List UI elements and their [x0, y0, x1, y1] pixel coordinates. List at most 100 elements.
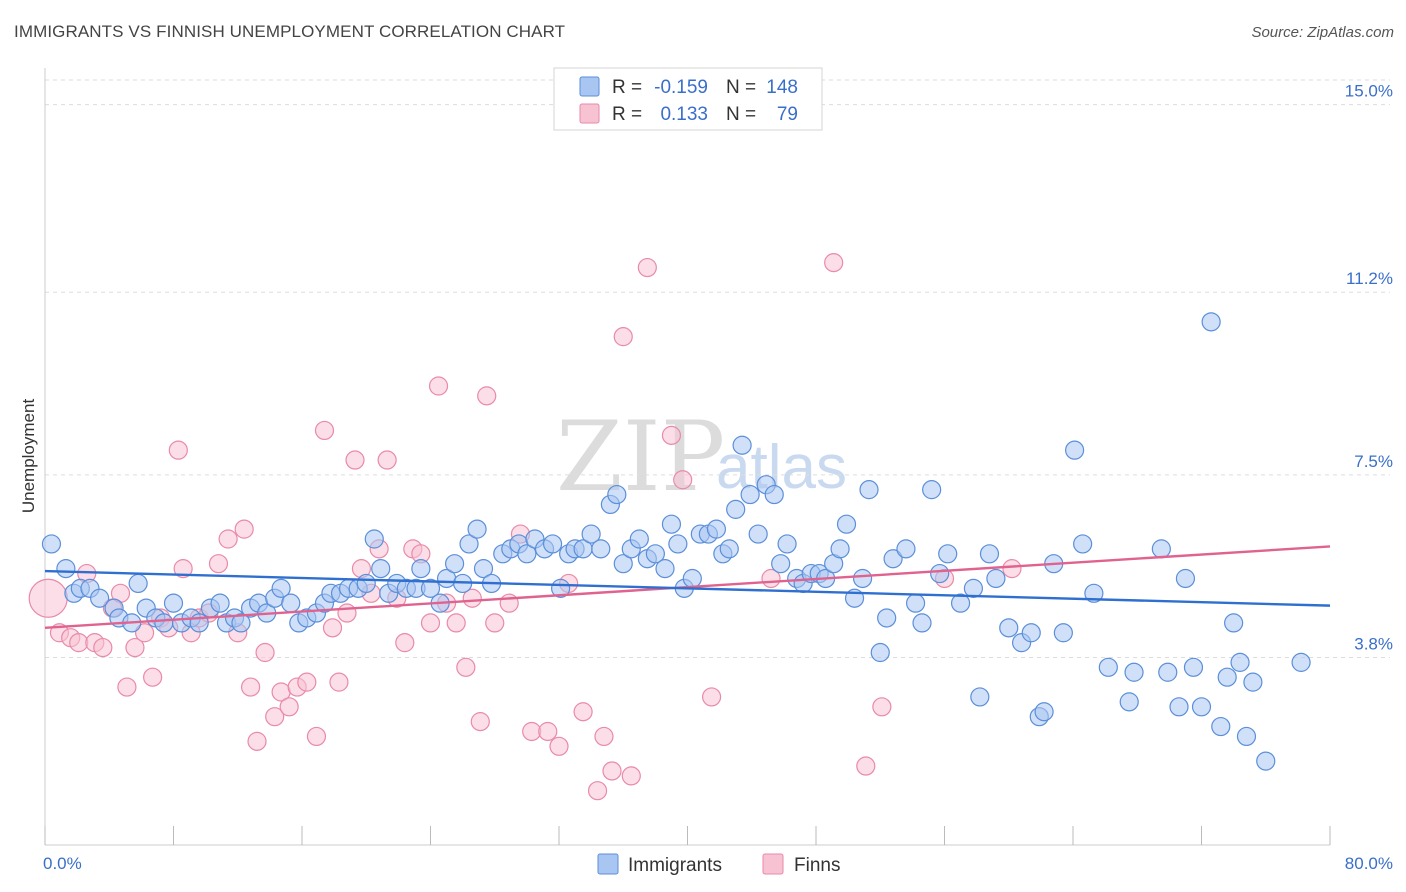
- immigrants-point: [411, 559, 431, 579]
- legend-r-label-finns: R =: [612, 104, 642, 125]
- immigrants-point: [859, 480, 879, 500]
- finns-point: [428, 376, 449, 396]
- immigrants-point: [912, 613, 932, 633]
- finns-point: [279, 697, 299, 717]
- series-legend: Immigrants Finns: [597, 853, 840, 876]
- immigrants-point: [764, 484, 784, 505]
- y-tick-label: 15.0%: [1345, 82, 1393, 101]
- legend-swatch-finns: [579, 103, 600, 124]
- immigrants-point: [154, 613, 174, 633]
- finns-point: [69, 633, 89, 653]
- finns-point: [255, 642, 275, 663]
- finns-point: [241, 677, 261, 697]
- immigrants-point: [1124, 662, 1144, 682]
- finns-point: [594, 726, 614, 747]
- bottom-legend-swatch-immigrants: [597, 853, 619, 875]
- legend-n-label-immigrants: N =: [726, 77, 756, 98]
- immigrants-point: [467, 519, 487, 539]
- immigrants-point: [1098, 657, 1118, 677]
- finns-point: [125, 637, 145, 658]
- immigrants-point: [1084, 583, 1104, 603]
- chart-title: IMMIGRANTS VS FINNISH UNEMPLOYMENT CORRE…: [14, 22, 566, 41]
- finns-point: [345, 450, 365, 470]
- immigrants-point: [1169, 697, 1189, 717]
- finns-point: [208, 554, 229, 574]
- immigrants-point: [371, 559, 391, 579]
- axes: [44, 68, 1331, 846]
- immigrants-point: [1151, 539, 1171, 559]
- x-tick-label: 0.0%: [43, 854, 82, 873]
- trendlines: [44, 545, 1331, 630]
- immigrants-point: [970, 687, 990, 707]
- finns-point: [218, 529, 238, 549]
- immigrants-point: [682, 568, 702, 589]
- immigrants-point: [1224, 613, 1244, 633]
- immigrants-point: [661, 514, 682, 534]
- finns-point: [446, 613, 466, 633]
- finns-point: [485, 613, 505, 633]
- immigrants-point: [473, 559, 494, 579]
- immigrants-point: [883, 549, 903, 569]
- finns-point: [587, 781, 608, 801]
- immigrants-point: [1191, 697, 1212, 717]
- finns-point: [314, 420, 335, 441]
- immigrants-point: [128, 573, 148, 594]
- finns-point: [173, 559, 193, 579]
- immigrants-point: [271, 578, 291, 598]
- immigrants-point: [1073, 534, 1093, 554]
- finns-point: [602, 761, 622, 781]
- y-tick-labels: 3.8% 7.5% 11.2% 15.0%: [1345, 82, 1393, 654]
- bottom-legend-finns: Finns: [794, 855, 840, 876]
- finns-point: [306, 726, 327, 747]
- finns-point: [470, 712, 490, 732]
- immigrants-point: [930, 563, 950, 584]
- immigrants-point: [281, 593, 301, 613]
- finns-point: [856, 756, 876, 776]
- finns-point: [28, 578, 68, 618]
- finns-point: [613, 327, 633, 347]
- finns-point: [168, 440, 188, 460]
- finns-point: [297, 672, 317, 692]
- immigrants-points: [41, 312, 1311, 771]
- immigrants-point: [950, 593, 971, 613]
- y-tick-label: 11.2%: [1346, 269, 1393, 288]
- immigrants-point: [986, 568, 1006, 589]
- finns-point: [824, 253, 844, 273]
- immigrants-point: [938, 544, 958, 564]
- immigrants-trendline: [44, 569, 1331, 607]
- legend-n-label-finns: N =: [726, 104, 756, 125]
- immigrants-point: [1211, 716, 1231, 737]
- immigrants-point: [905, 593, 926, 613]
- x-tick-labels: 0.0% 80.0%: [43, 854, 1393, 873]
- finns-point: [701, 687, 722, 707]
- watermark-zip: ZIP: [556, 401, 725, 513]
- immigrants-point: [719, 539, 739, 559]
- bottom-legend-immigrants: Immigrants: [628, 855, 722, 876]
- immigrants-point: [771, 554, 791, 574]
- immigrants-point: [726, 499, 746, 519]
- immigrants-point: [356, 573, 376, 594]
- immigrants-point: [830, 539, 850, 559]
- finns-point: [621, 766, 641, 786]
- bottom-legend-swatch-finns: [762, 853, 784, 875]
- immigrants-point: [542, 534, 563, 554]
- finns-point: [420, 613, 441, 633]
- immigrants-point: [836, 514, 857, 534]
- immigrants-point: [999, 618, 1019, 638]
- finns-point: [134, 623, 155, 643]
- finns-point: [673, 470, 693, 490]
- immigrants-point: [607, 484, 627, 505]
- immigrants-point: [1217, 667, 1237, 687]
- finns-point: [93, 637, 113, 658]
- immigrants-point: [364, 529, 384, 549]
- immigrants-point: [896, 539, 916, 559]
- immigrants-point: [210, 593, 230, 613]
- finns-point: [538, 721, 558, 742]
- finns-point: [872, 697, 892, 717]
- immigrants-point: [459, 534, 479, 554]
- immigrants-point: [706, 519, 727, 539]
- immigrants-point: [444, 554, 465, 574]
- immigrants-point: [1021, 623, 1041, 643]
- legend-r-label-immigrants: R =: [612, 77, 642, 98]
- immigrants-point: [870, 642, 890, 663]
